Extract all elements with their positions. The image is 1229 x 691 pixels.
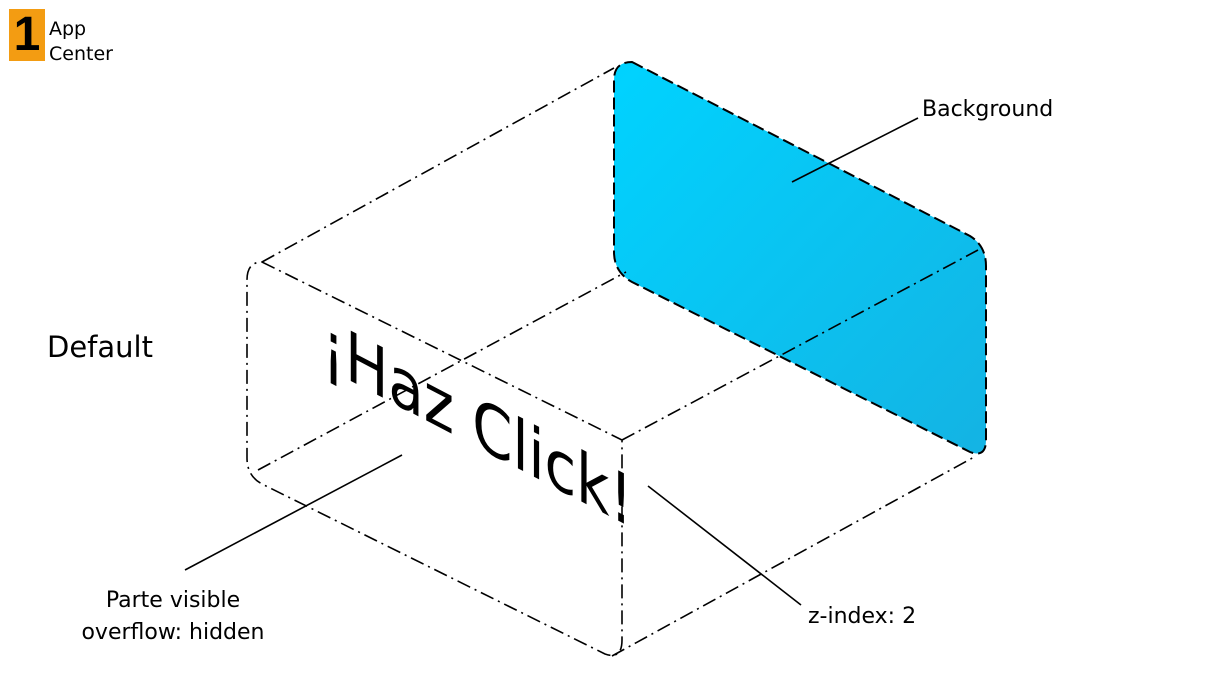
top-left-edge [261, 67, 615, 263]
logo-mark: 1 [9, 9, 45, 61]
label-parte-visible: Parte visible overflow: hidden [70, 585, 276, 649]
background-panel [613, 60, 987, 455]
logo-text-line2: Center [49, 43, 113, 65]
logo-text-line1: App [49, 18, 87, 40]
label-zindex: z-index: 2 [808, 604, 917, 629]
top-right-edge [621, 249, 979, 441]
label-background: Background [922, 97, 1054, 122]
inner-floor-edge [257, 271, 627, 471]
front-face-edge [246, 261, 623, 657]
leader-background [791, 117, 919, 183]
bottom-right-edge [611, 455, 977, 657]
label-default: Default [47, 330, 153, 364]
label-parte-line1: Parte visible [105, 588, 241, 613]
haz-click-text: ¡Haz Click! [322, 302, 633, 545]
app-center-logo: 1 App Center [9, 9, 129, 65]
leader-parte [184, 454, 403, 571]
leader-zindex [647, 485, 802, 606]
box-outline [246, 67, 979, 657]
label-parte-line2: overflow: hidden [81, 620, 265, 645]
